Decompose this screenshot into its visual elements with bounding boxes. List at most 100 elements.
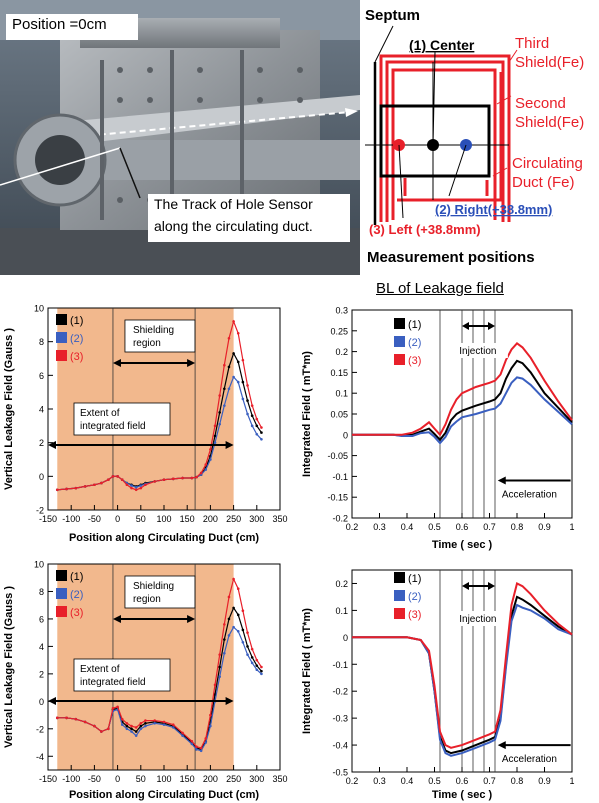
series-2-point <box>213 441 217 444</box>
series-2-point <box>255 668 259 672</box>
series-3-point <box>139 722 143 725</box>
y-tick-label: 0.05 <box>330 410 348 420</box>
series-3-point <box>171 723 175 726</box>
y-tick-label: 0.1 <box>335 606 348 616</box>
x-axis-title: Time ( sec ) <box>432 789 493 801</box>
series-2-point <box>241 397 245 401</box>
y-tick-label: 0.1 <box>335 389 348 399</box>
x-axis-title: Position along Circulating Duct (cm) <box>69 789 259 801</box>
series-2-point <box>130 484 133 487</box>
series-1-point <box>241 380 245 384</box>
legend-label-1: (1) <box>408 319 421 331</box>
series-3-point <box>153 480 157 483</box>
series-3-point <box>125 722 129 725</box>
series-2-point <box>209 458 212 461</box>
second-shield-label-1: Second <box>515 95 566 112</box>
series-3-point <box>107 478 110 481</box>
legend-swatch-2 <box>394 336 405 347</box>
x-tick-label: 0.7 <box>483 776 496 786</box>
legend-swatch-2 <box>56 332 67 343</box>
shielding-arrow-head-left <box>112 615 121 623</box>
series-3-point <box>93 483 96 487</box>
leakage-field-chart-2: -150 -100 -50 0 50 100 150 200 250 300 350 -4 -2 0 2 4 6… <box>3 560 288 802</box>
series-1-point <box>213 434 217 438</box>
y-tick-label: 10 <box>34 304 44 314</box>
series-3-point <box>260 665 263 669</box>
series-1-point <box>139 724 143 728</box>
shielding-region-label: region <box>133 594 161 605</box>
series-1-point <box>130 727 133 731</box>
measurement-schematic: Septum (1) Center Third Shield(Fe) Secon… <box>365 7 584 266</box>
left-label: (3) Left (+38.8mm) <box>369 222 481 237</box>
series-3-point <box>213 683 217 687</box>
series-3-point <box>232 577 235 581</box>
integrated-field-chart-1: 0.2 0.3 0.4 0.5 0.6 0.7 0.8 0.9 1 -0.2 -0.15 -0.1 -0… <box>301 306 575 552</box>
x-tick-label: 1 <box>569 522 574 532</box>
x-tick-label: 0.3 <box>373 522 386 532</box>
series-2-point <box>134 734 138 737</box>
series-3-point <box>120 717 124 721</box>
series-2-point <box>223 404 226 407</box>
series-2-point <box>162 723 166 726</box>
series-line-1 <box>352 359 573 442</box>
legend-label-2: (2) <box>70 589 83 601</box>
y-axis-title: Integrated Field ( mT*m) <box>301 608 313 734</box>
series-3-point <box>65 487 68 491</box>
series-3-point <box>130 486 133 490</box>
legend-swatch-2 <box>394 590 405 601</box>
series-3-point <box>83 485 87 488</box>
extent-box <box>73 658 171 692</box>
y-axis-title: Integrated Field ( mT*m) <box>301 351 313 477</box>
shielding-region-label: Shielding <box>133 581 174 592</box>
x-tick-label: 250 <box>226 774 241 784</box>
series-3-point <box>116 475 119 478</box>
series-3-point <box>250 647 254 651</box>
third-shield-label-2: Shield(Fe) <box>515 54 584 71</box>
series-2-point <box>232 375 235 379</box>
x-tick-label: 0.9 <box>538 522 551 532</box>
series-1-point <box>241 628 245 632</box>
injection-label: Injection <box>459 346 496 357</box>
legend-label-2: (2) <box>70 333 83 345</box>
series-3-point <box>213 424 217 428</box>
series-3-point <box>190 476 194 480</box>
injection-label: Injection <box>459 614 496 625</box>
x-tick-label: 0.7 <box>483 522 496 532</box>
series-2-point <box>250 424 254 428</box>
series-1-point <box>232 606 235 610</box>
x-tick-label: 0.5 <box>428 522 441 532</box>
series-2-point <box>260 438 263 441</box>
series-1-point <box>236 613 240 617</box>
series-2-point <box>190 742 194 746</box>
series-3-point <box>246 631 249 634</box>
legend-swatch-3 <box>394 354 405 365</box>
y-tick-label: 2 <box>39 669 44 679</box>
series-1-point <box>236 360 240 364</box>
series-3-point <box>209 448 212 451</box>
legend-label-3: (3) <box>70 351 83 363</box>
series-2-point <box>218 422 221 426</box>
series-1-point <box>218 665 221 669</box>
series-2-point <box>236 380 240 384</box>
series-1-point <box>144 722 147 725</box>
y-tick-label: -2 <box>36 506 44 516</box>
series-2-point <box>223 651 226 655</box>
x-tick-label: 0.2 <box>346 522 359 532</box>
series-2-point <box>139 727 143 731</box>
series-3-point <box>209 713 212 717</box>
legend-label-1: (1) <box>70 571 83 583</box>
track-label-line-1: The Track of Hole Sensor <box>154 196 313 212</box>
y-tick-label: 0 <box>39 472 44 482</box>
duct-label-2: Duct (Fe) <box>512 174 575 191</box>
x-tick-label: 150 <box>180 514 195 524</box>
series-3-point <box>100 730 103 733</box>
x-tick-label: 300 <box>249 514 264 524</box>
y-tick-label: -0.3 <box>332 714 348 724</box>
x-tick-label: 50 <box>136 774 146 784</box>
septum-label: Septum <box>365 7 420 24</box>
x-tick-label: 0.6 <box>456 776 469 786</box>
x-tick-label: 0.4 <box>401 522 414 532</box>
series-line-2 <box>352 376 573 445</box>
acceleration-label-bg <box>500 486 567 502</box>
right-label: (2) Right(+38.8mm) <box>435 202 552 217</box>
